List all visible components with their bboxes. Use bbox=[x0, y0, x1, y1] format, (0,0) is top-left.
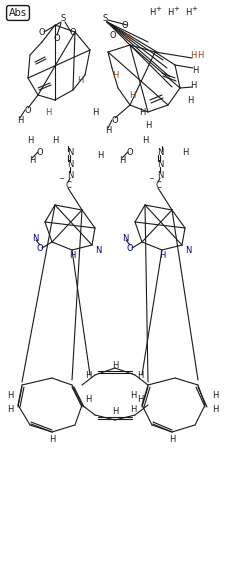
Text: H: H bbox=[76, 75, 83, 85]
Text: –: – bbox=[60, 175, 64, 183]
Text: H: H bbox=[68, 251, 75, 259]
Text: N: N bbox=[94, 245, 101, 255]
Text: H: H bbox=[136, 370, 143, 380]
Text: H: H bbox=[52, 135, 58, 144]
Text: H: H bbox=[96, 151, 103, 159]
Text: O: O bbox=[121, 20, 128, 30]
Text: H: H bbox=[148, 8, 155, 16]
Text: H: H bbox=[118, 155, 125, 165]
Text: H: H bbox=[166, 8, 172, 16]
Text: H: H bbox=[189, 81, 195, 89]
Text: H: H bbox=[111, 408, 118, 416]
Text: Abs: Abs bbox=[9, 8, 27, 18]
Text: O: O bbox=[37, 148, 43, 157]
Text: H: H bbox=[111, 71, 118, 79]
Text: H: H bbox=[138, 107, 144, 116]
Text: H: H bbox=[49, 436, 55, 444]
Text: H: H bbox=[104, 126, 111, 134]
Text: N: N bbox=[66, 148, 73, 157]
Text: +: + bbox=[154, 6, 160, 12]
Text: H: H bbox=[85, 395, 91, 405]
Text: S: S bbox=[60, 13, 65, 23]
Text: H: H bbox=[186, 96, 192, 105]
Text: H: H bbox=[189, 50, 195, 60]
Text: N: N bbox=[156, 159, 163, 169]
Text: H: H bbox=[7, 405, 13, 415]
Text: C: C bbox=[65, 180, 71, 189]
Text: H: H bbox=[128, 91, 135, 99]
Text: H: H bbox=[85, 370, 91, 380]
Text: O: O bbox=[109, 30, 116, 40]
Text: O: O bbox=[53, 33, 60, 43]
Text: N: N bbox=[121, 234, 128, 242]
Text: N: N bbox=[66, 159, 73, 169]
Text: H: H bbox=[181, 148, 187, 157]
Text: N: N bbox=[156, 171, 163, 179]
Text: +: + bbox=[190, 6, 196, 12]
Text: O: O bbox=[124, 33, 131, 43]
Text: O: O bbox=[69, 27, 76, 37]
Text: S: S bbox=[102, 13, 107, 23]
Text: H: H bbox=[17, 116, 23, 124]
Text: O: O bbox=[126, 148, 133, 157]
Text: O: O bbox=[38, 27, 45, 37]
Text: H: H bbox=[144, 120, 150, 130]
Text: O: O bbox=[25, 106, 31, 114]
Text: –: – bbox=[149, 175, 153, 183]
Text: N: N bbox=[66, 171, 73, 179]
Text: H: H bbox=[136, 395, 143, 405]
Text: H: H bbox=[158, 251, 164, 259]
Text: N: N bbox=[156, 148, 163, 157]
Text: H: H bbox=[141, 135, 147, 144]
Text: H: H bbox=[211, 391, 217, 399]
Text: H: H bbox=[184, 8, 190, 16]
Text: C: C bbox=[154, 180, 160, 189]
Text: H: H bbox=[111, 360, 118, 370]
Text: H: H bbox=[27, 135, 33, 144]
Text: H: H bbox=[29, 155, 35, 165]
Text: H: H bbox=[129, 405, 136, 415]
Text: H: H bbox=[196, 50, 202, 60]
Text: O: O bbox=[126, 244, 133, 252]
Text: O: O bbox=[37, 244, 43, 252]
Text: H: H bbox=[129, 391, 136, 399]
Text: +: + bbox=[172, 6, 178, 12]
Text: H: H bbox=[7, 391, 13, 399]
Text: O: O bbox=[111, 116, 118, 124]
Text: N: N bbox=[184, 245, 190, 255]
Text: N: N bbox=[32, 234, 38, 242]
Text: H: H bbox=[45, 107, 51, 116]
Text: H: H bbox=[191, 65, 197, 75]
Text: H: H bbox=[168, 436, 174, 444]
Text: H: H bbox=[211, 405, 217, 415]
Text: H: H bbox=[91, 107, 98, 116]
